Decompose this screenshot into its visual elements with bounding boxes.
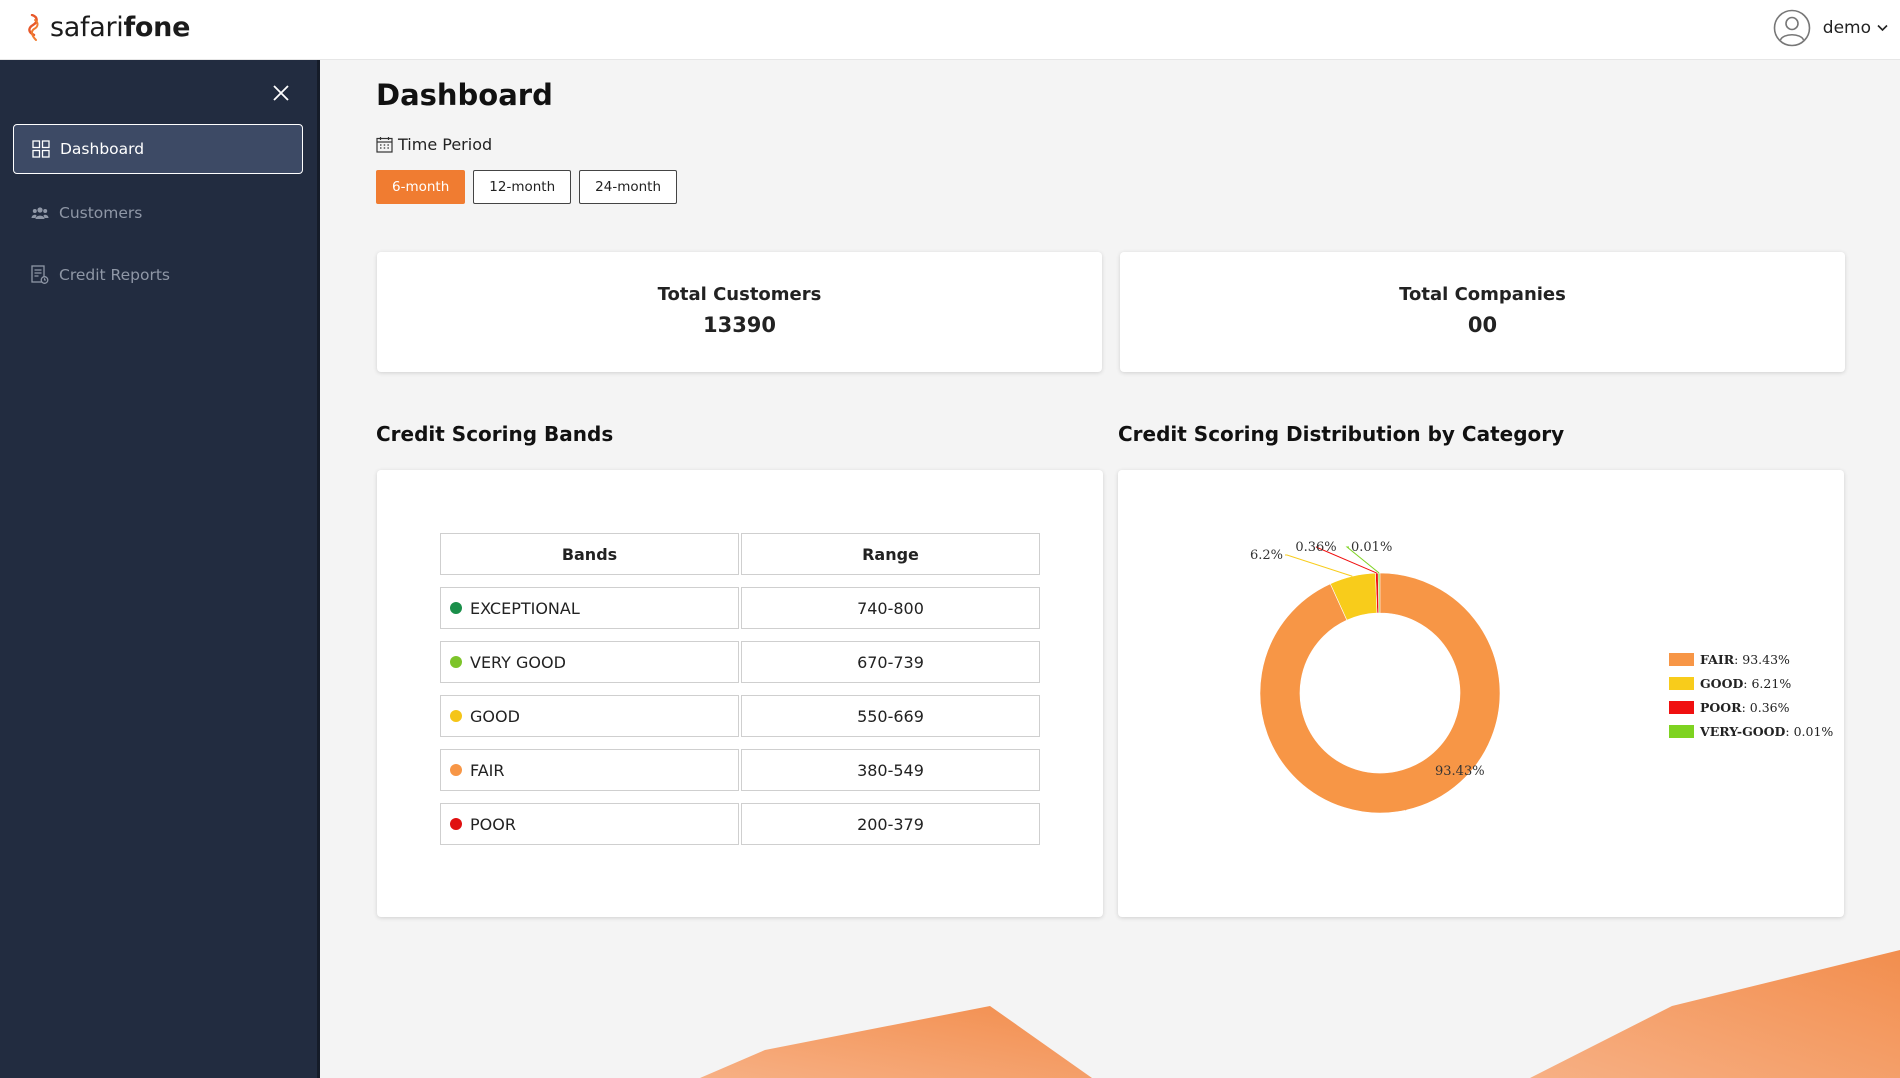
column-header-bands: Bands — [440, 533, 739, 575]
band-cell: GOOD — [440, 695, 739, 737]
band-name: VERY GOOD — [470, 652, 566, 672]
band-cell: VERY GOOD — [440, 641, 739, 683]
credit-distribution-title: Credit Scoring Distribution by Category — [1118, 422, 1565, 446]
band-color-dot — [450, 710, 462, 722]
legend-separator: : — [1743, 675, 1752, 691]
legend-value: 0.36% — [1749, 699, 1790, 715]
period-12-month-button[interactable]: 12-month — [473, 170, 572, 204]
range-cell: 670-739 — [741, 641, 1040, 683]
slice-leader-line — [1405, 770, 1433, 811]
slice-leader-line — [1345, 546, 1380, 574]
user-menu[interactable]: demo — [1773, 9, 1888, 47]
sidebar-item-label: Credit Reports — [59, 266, 170, 284]
legend-swatch — [1669, 724, 1694, 738]
chevron-down-icon — [1877, 24, 1888, 32]
range-cell: 740-800 — [741, 587, 1040, 629]
legend-separator: : — [1741, 699, 1750, 715]
slice-label: 0.01% — [1351, 540, 1392, 555]
column-header-range: Range — [741, 533, 1040, 575]
legend-value: 0.01% — [1793, 723, 1834, 739]
table-row: EXCEPTIONAL 740-800 — [440, 587, 1040, 629]
table-row: FAIR 380-549 — [440, 749, 1040, 791]
legend-item: VERY-GOOD: 0.01% — [1669, 719, 1833, 743]
sidebar-item-dashboard[interactable]: Dashboard — [13, 124, 303, 174]
logo-text-safari: safari — [50, 12, 124, 43]
slice-leader-line — [1315, 546, 1377, 574]
close-icon[interactable] — [270, 82, 292, 104]
sidebar-item-credit-reports[interactable]: Credit Reports — [13, 250, 303, 300]
period-6-month-button[interactable]: 6-month — [376, 170, 466, 204]
credit-bands-panel: Bands Range EXCEPTIONAL 740-800 VERY GOOD 6… — [377, 470, 1103, 917]
band-name: POOR — [470, 814, 516, 834]
legend-item: FAIR: 93.43% — [1669, 647, 1833, 671]
band-cell: POOR — [440, 803, 739, 845]
total-companies-card: Total Companies 00 — [1120, 252, 1845, 372]
page-title: Dashboard — [376, 78, 553, 112]
total-companies-value: 00 — [1467, 313, 1498, 337]
grid-icon — [32, 140, 50, 158]
legend-item: GOOD: 6.21% — [1669, 671, 1833, 695]
credit-distribution-panel: 0.01% 0.36% 6.2% 93.43% FAIR: 93.43% GOOD: 6… — [1118, 470, 1844, 917]
slice-label: 93.43% — [1435, 764, 1485, 779]
total-customers-card: Total Customers 13390 — [377, 252, 1102, 372]
band-name: GOOD — [470, 706, 520, 726]
total-companies-label: Total Companies — [1399, 284, 1566, 305]
range-cell: 200-379 — [741, 803, 1040, 845]
logo-text: safarifone — [50, 12, 190, 43]
donut-slice-fair[interactable] — [1259, 572, 1501, 814]
logo-text-fone: fone — [123, 12, 191, 43]
time-period-text: Time Period — [398, 135, 493, 154]
sidebar-item-customers[interactable]: Customers — [13, 188, 303, 238]
table-row: GOOD 550-669 — [440, 695, 1040, 737]
distribution-donut-chart: 0.01% 0.36% 6.2% 93.43% — [1250, 540, 1501, 814]
report-icon — [31, 265, 49, 284]
table-row: POOR 200-379 — [440, 803, 1040, 845]
sidebar: Dashboard Customers Credit Reports — [0, 60, 320, 1078]
band-color-dot — [450, 818, 462, 830]
safarifone-logo-icon — [28, 13, 39, 41]
user-circle-icon — [1773, 9, 1811, 47]
legend-item: POOR: 0.36% — [1669, 695, 1833, 719]
time-period-label: Time Period — [376, 135, 492, 154]
legend-separator: : — [1734, 651, 1743, 667]
slice-label: 6.2% — [1250, 548, 1283, 563]
band-cell: FAIR — [440, 749, 739, 791]
legend-swatch — [1669, 652, 1694, 666]
sidebar-item-label: Customers — [59, 204, 143, 222]
credit-scoring-bands-title: Credit Scoring Bands — [376, 422, 614, 446]
period-selector: 6-month 12-month 24-month — [376, 170, 678, 204]
total-customers-value: 13390 — [702, 313, 777, 337]
chart-legend: FAIR: 93.43% GOOD: 6.21% POOR: 0.36% VERY-G… — [1669, 647, 1833, 743]
slice-leader-line — [1285, 554, 1353, 577]
legend-value: 93.43% — [1742, 651, 1790, 667]
band-name: FAIR — [470, 760, 505, 780]
top-bar: safarifone demo — [0, 0, 1900, 60]
band-cell: EXCEPTIONAL — [440, 587, 739, 629]
user-name: demo — [1822, 18, 1871, 38]
legend-name: FAIR — [1700, 651, 1735, 667]
legend-name: GOOD — [1700, 675, 1744, 691]
bands-table: Bands Range EXCEPTIONAL 740-800 VERY GOOD 6… — [440, 533, 1040, 857]
range-cell: 550-669 — [741, 695, 1040, 737]
legend-swatch — [1669, 676, 1694, 690]
sidebar-item-label: Dashboard — [60, 140, 145, 158]
table-row: VERY GOOD 670-739 — [440, 641, 1040, 683]
range-cell: 380-549 — [741, 749, 1040, 791]
table-header-row: Bands Range — [440, 533, 1040, 575]
legend-swatch — [1669, 700, 1694, 714]
band-name: EXCEPTIONAL — [470, 598, 580, 618]
band-color-dot — [450, 656, 462, 668]
total-customers-label: Total Customers — [657, 284, 822, 305]
band-color-dot — [450, 602, 462, 614]
calendar-icon — [376, 137, 393, 153]
users-icon — [31, 207, 49, 219]
period-24-month-button[interactable]: 24-month — [579, 170, 678, 204]
slice-label: 0.36% — [1295, 540, 1336, 555]
legend-value: 6.21% — [1751, 675, 1792, 691]
legend-name: POOR — [1700, 699, 1742, 715]
band-color-dot — [450, 764, 462, 776]
legend-name: VERY-GOOD — [1700, 723, 1786, 739]
legend-separator: : — [1785, 723, 1794, 739]
logo[interactable]: safarifone — [26, 12, 190, 43]
